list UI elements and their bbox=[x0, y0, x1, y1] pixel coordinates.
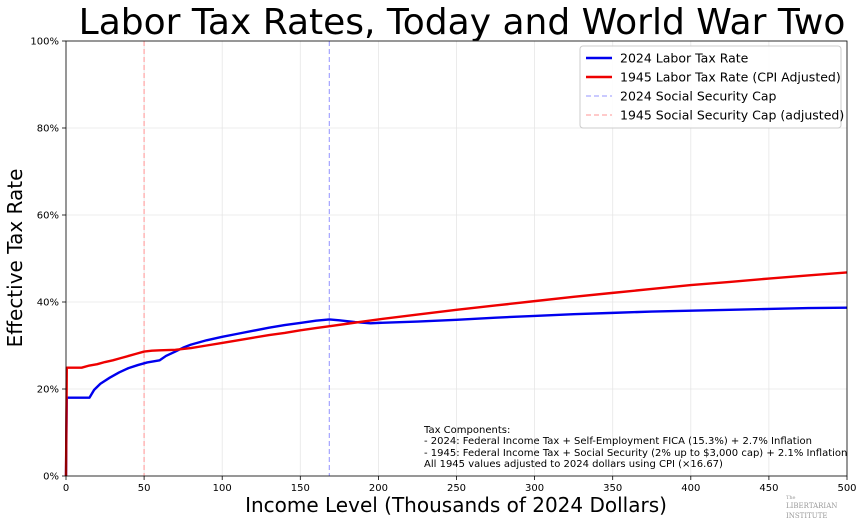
x-tick-label: 450 bbox=[759, 483, 778, 494]
x-axis-ticks: 0 50 100 150 200 250 300 350 400 450 500 bbox=[63, 476, 857, 494]
note-line: All 1945 values adjusted to 2024 dollars… bbox=[424, 459, 723, 470]
legend-label: 1945 Labor Tax Rate (CPI Adjusted) bbox=[620, 70, 841, 85]
x-tick-label: 0 bbox=[63, 483, 69, 494]
note-line: Tax Components: bbox=[423, 425, 510, 436]
x-tick-label: 150 bbox=[291, 483, 310, 494]
y-tick-label: 80% bbox=[37, 124, 59, 135]
x-tick-label: 250 bbox=[447, 483, 466, 494]
legend-box bbox=[579, 45, 842, 129]
x-tick-label: 350 bbox=[603, 483, 622, 494]
y-tick-label: 40% bbox=[37, 298, 59, 309]
logo-line: LIBERTARIAN bbox=[786, 502, 837, 510]
y-tick-label: 0% bbox=[43, 472, 59, 483]
x-tick-label: 500 bbox=[837, 483, 856, 494]
x-tick-label: 100 bbox=[213, 483, 232, 494]
note-line: - 2024: Federal Income Tax + Self-Employ… bbox=[424, 436, 812, 447]
legend-label: 2024 Social Security Cap bbox=[620, 89, 777, 104]
legend-label: 2024 Labor Tax Rate bbox=[620, 51, 749, 66]
y-tick-label: 100% bbox=[30, 37, 59, 48]
chart-title: Labor Tax Rates, Today and World War Two bbox=[79, 2, 846, 43]
tax-components-note: Tax Components: - 2024: Federal Income T… bbox=[423, 425, 847, 470]
y-axis-label: Effective Tax Rate bbox=[3, 169, 27, 348]
series-line bbox=[64, 306, 848, 477]
y-tick-label: 20% bbox=[37, 385, 59, 396]
x-tick-label: 300 bbox=[525, 483, 544, 494]
note-line: - 1945: Federal Income Tax + Social Secu… bbox=[424, 448, 847, 459]
series-lines bbox=[64, 271, 848, 477]
x-axis-label: Income Level (Thousands of 2024 Dollars) bbox=[245, 493, 667, 517]
legend-label: 1945 Social Security Cap (adjusted) bbox=[620, 108, 844, 123]
x-tick-label: 50 bbox=[138, 483, 151, 494]
libertarian-institute-logo: The LIBERTARIAN INSTITUTE bbox=[786, 495, 837, 520]
logo-line: INSTITUTE bbox=[786, 512, 827, 520]
y-tick-label: 60% bbox=[37, 211, 59, 222]
y-axis-ticks: 0% 20% 40% 60% 80% 100% bbox=[30, 37, 66, 483]
reference-lines bbox=[143, 41, 331, 476]
legend: 2024 Labor Tax Rate 1945 Labor Tax Rate (… bbox=[579, 45, 844, 129]
x-tick-label: 400 bbox=[681, 483, 700, 494]
series-line bbox=[64, 271, 848, 477]
logo-line: The bbox=[786, 495, 796, 501]
x-tick-label: 200 bbox=[369, 483, 388, 494]
